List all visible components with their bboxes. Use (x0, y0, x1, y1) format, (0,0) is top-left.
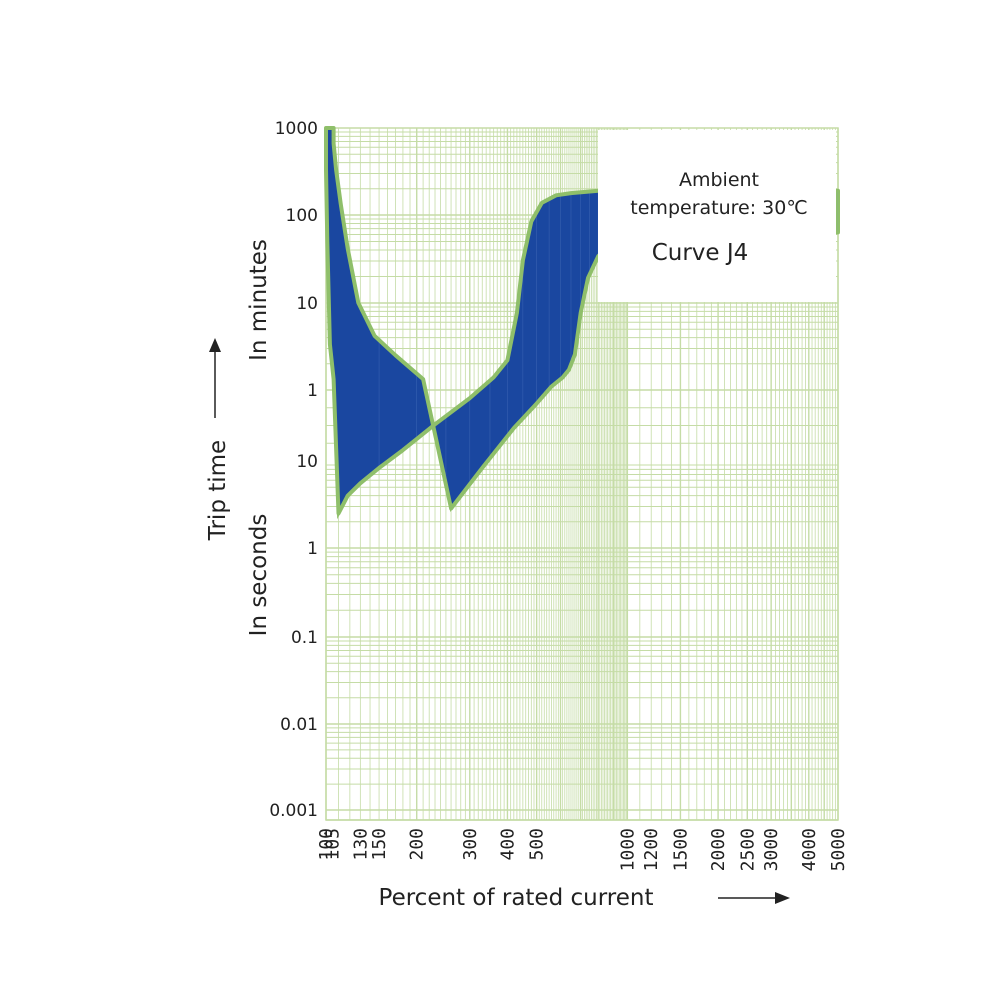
legend-box (598, 130, 836, 302)
x-tick-105: 105 (322, 828, 343, 861)
chart-title: Curve J4 (652, 240, 749, 266)
x-tick-2000: 2000 (708, 828, 729, 871)
y-tick-minutes-1000: 1000 (275, 119, 318, 139)
y-axis-title: Trip time (205, 440, 231, 541)
x-axis-arrow-head (775, 892, 790, 904)
y-axis-arrow-head (209, 338, 221, 352)
x-tick-300: 300 (460, 828, 481, 861)
x-tick-1500: 1500 (670, 828, 691, 871)
x-tick-130: 130 (350, 828, 371, 861)
x-axis-title: Percent of rated current (379, 885, 654, 911)
x-tick-1000: 1000 (617, 828, 638, 871)
y-tick-labels: 1000 100 10 1 10 1 0.1 0.01 0.001 (269, 119, 318, 821)
x-tick-4000: 4000 (799, 828, 820, 871)
y-tick-minutes-10: 10 (296, 294, 318, 314)
x-tick-2500: 2500 (737, 828, 758, 871)
y-tick-seconds-0.001: 0.001 (269, 801, 318, 821)
x-tick-150: 150 (369, 828, 390, 861)
y-axis-seconds-label: In seconds (246, 514, 272, 637)
x-tick-3000: 3000 (761, 828, 782, 871)
x-tick-1200: 1200 (641, 828, 662, 871)
y-tick-minutes-1: 1 (307, 381, 318, 401)
x-tick-5000: 5000 (828, 828, 849, 871)
legend-ambient-label: Ambient (679, 169, 759, 191)
y-tick-seconds-0.1: 0.1 (291, 628, 318, 648)
y-axis-minutes-label: In minutes (246, 239, 272, 361)
x-tick-100: 100 (316, 828, 337, 861)
y-tick-seconds-10: 10 (296, 452, 318, 472)
x-tick-200: 200 (407, 828, 428, 861)
x-tick-500: 500 (527, 828, 548, 861)
x-tick-400: 400 (497, 828, 518, 861)
plot-frame (325, 127, 839, 821)
legend-temperature-label: temperature: 30℃ (630, 197, 807, 219)
y-tick-seconds-0.01: 0.01 (280, 715, 318, 735)
y-tick-minutes-100: 100 (286, 206, 318, 226)
y-tick-seconds-1: 1 (307, 539, 318, 559)
